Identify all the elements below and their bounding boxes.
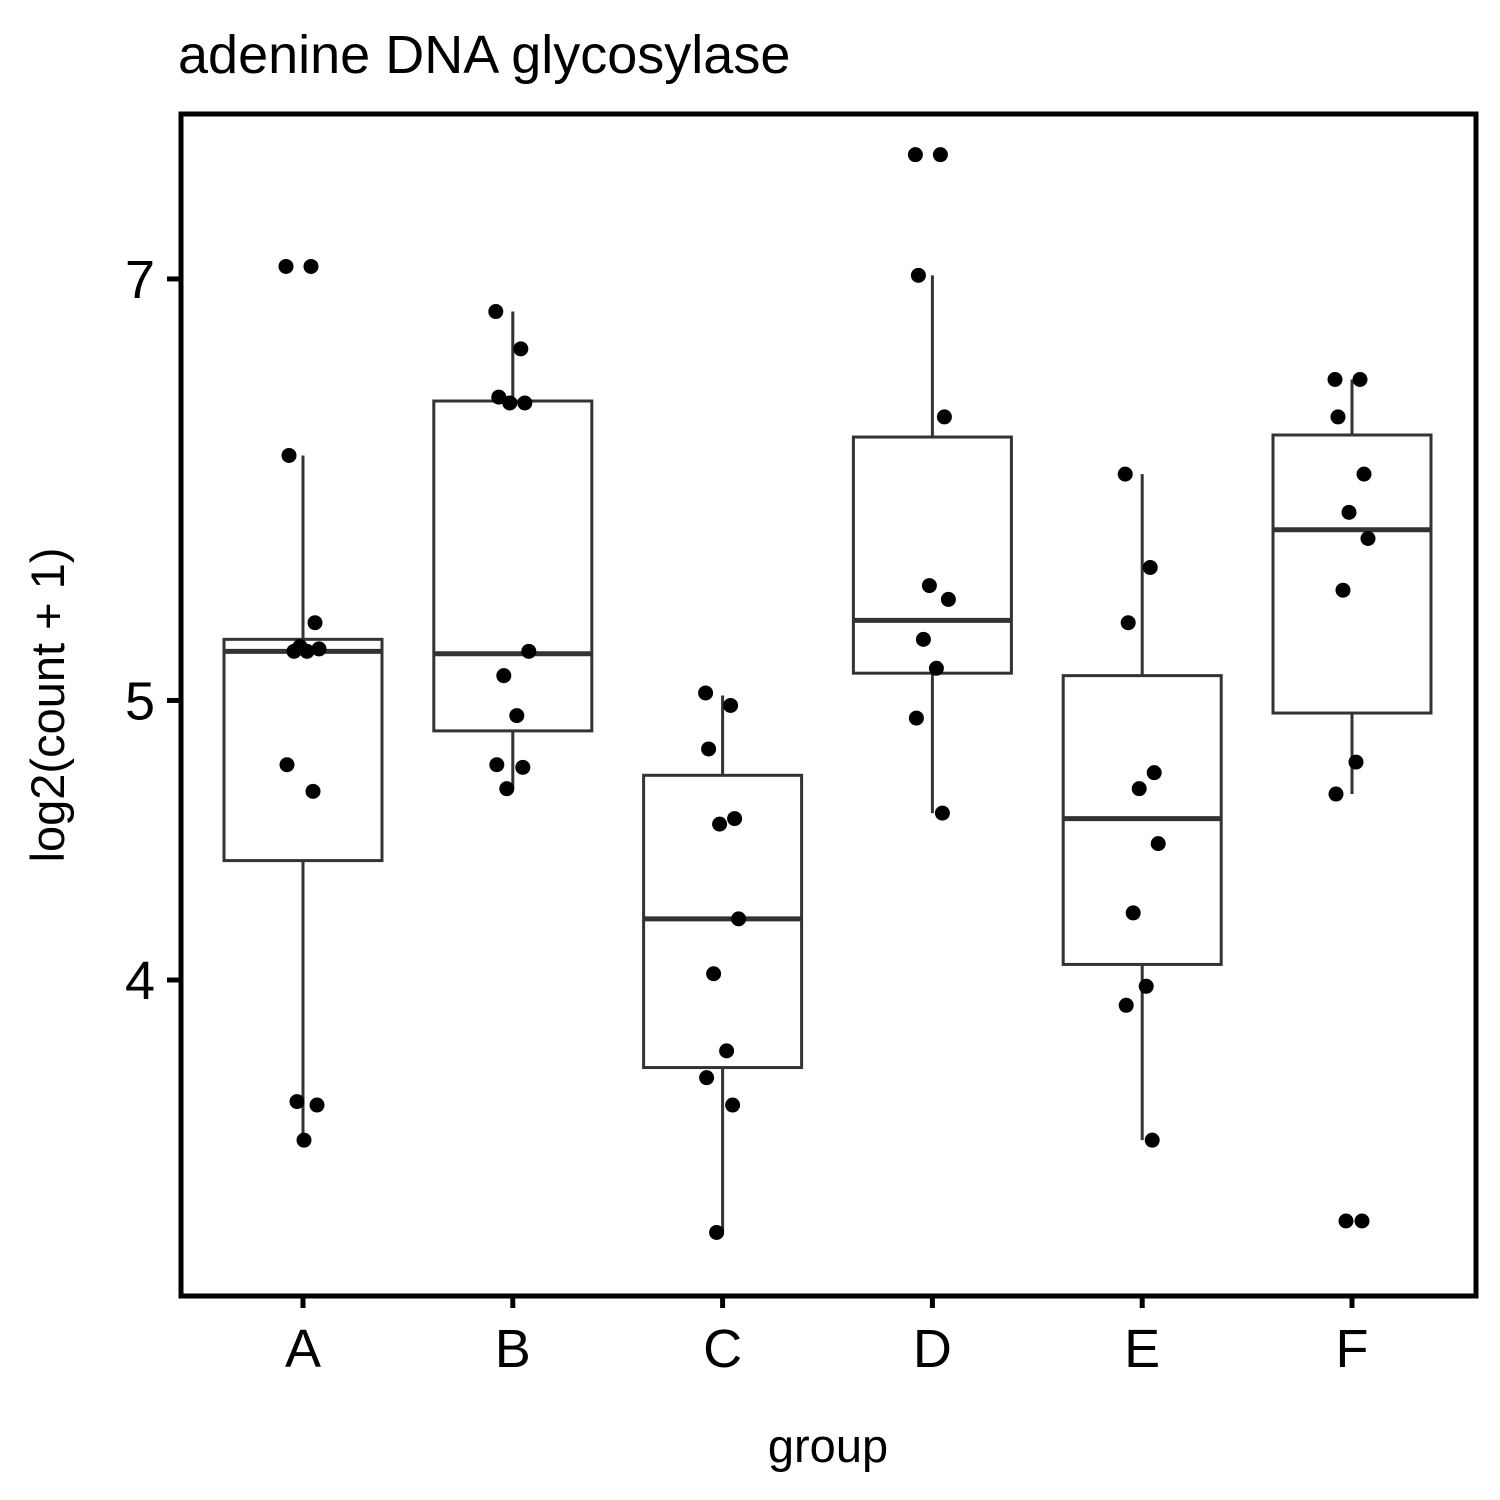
data-point bbox=[305, 783, 321, 799]
data-point bbox=[515, 759, 531, 775]
data-point bbox=[936, 409, 952, 425]
data-point bbox=[1138, 978, 1154, 994]
data-point bbox=[1352, 371, 1368, 387]
data-point bbox=[307, 615, 323, 631]
data-point bbox=[1142, 559, 1158, 575]
x-axis-label: group bbox=[768, 1419, 888, 1472]
data-point bbox=[1348, 754, 1364, 770]
y-tick-label: 7 bbox=[125, 250, 155, 310]
box bbox=[432, 399, 594, 733]
x-tick-label: A bbox=[285, 1319, 321, 1379]
data-point bbox=[1117, 466, 1133, 482]
data-point bbox=[940, 591, 956, 607]
data-point bbox=[932, 147, 948, 163]
box-group-a bbox=[222, 258, 384, 1148]
chart-title: adenine DNA glycosylase bbox=[178, 25, 790, 85]
data-point bbox=[491, 389, 507, 405]
data-point bbox=[701, 741, 717, 757]
data-point bbox=[1120, 615, 1136, 631]
data-point bbox=[296, 1132, 312, 1148]
box bbox=[1271, 433, 1433, 715]
data-point bbox=[289, 1094, 305, 1110]
data-point bbox=[1335, 582, 1351, 598]
box bbox=[222, 637, 384, 863]
y-axis-label: log2(count + 1) bbox=[21, 548, 74, 863]
data-point bbox=[725, 1097, 741, 1113]
data-point bbox=[709, 1224, 725, 1240]
data-point bbox=[509, 708, 525, 724]
data-point bbox=[278, 258, 294, 274]
data-point bbox=[1330, 409, 1346, 425]
x-tick-label: E bbox=[1124, 1319, 1160, 1379]
data-point bbox=[908, 710, 924, 726]
data-point bbox=[723, 697, 739, 713]
box bbox=[851, 435, 1013, 675]
data-point bbox=[1328, 786, 1344, 802]
axes: 4 5 7 A B C D E F bbox=[125, 250, 1369, 1379]
data-point bbox=[311, 641, 327, 657]
data-point bbox=[488, 304, 504, 320]
data-point bbox=[928, 660, 944, 676]
plot-area bbox=[222, 147, 1433, 1240]
box-group-c bbox=[642, 685, 804, 1240]
data-point bbox=[279, 757, 295, 773]
y-tick-label: 5 bbox=[125, 671, 155, 731]
data-point bbox=[699, 1070, 715, 1086]
x-tick-label: F bbox=[1336, 1319, 1369, 1379]
data-point bbox=[706, 966, 722, 982]
data-point bbox=[1341, 504, 1357, 520]
data-point bbox=[299, 643, 315, 659]
data-point bbox=[1338, 1213, 1354, 1229]
data-point bbox=[727, 811, 743, 827]
data-point bbox=[521, 643, 537, 659]
data-point bbox=[1146, 765, 1162, 781]
box-group-d bbox=[851, 147, 1013, 821]
data-point bbox=[1144, 1132, 1160, 1148]
box-group-f bbox=[1271, 371, 1433, 1229]
data-point bbox=[286, 643, 302, 659]
data-point bbox=[502, 395, 518, 411]
data-point bbox=[1327, 371, 1343, 387]
data-point bbox=[1356, 466, 1372, 482]
data-point bbox=[719, 1043, 735, 1059]
data-point bbox=[1131, 781, 1147, 797]
box-group-e bbox=[1061, 466, 1223, 1148]
data-point bbox=[489, 757, 505, 773]
data-point bbox=[1354, 1213, 1370, 1229]
data-point bbox=[921, 578, 937, 594]
y-tick-label: 4 bbox=[125, 951, 155, 1011]
data-point bbox=[915, 631, 931, 647]
data-point bbox=[496, 668, 512, 684]
data-point bbox=[309, 1097, 325, 1113]
x-tick-label: D bbox=[913, 1319, 952, 1379]
x-tick-label: B bbox=[495, 1319, 531, 1379]
x-tick-label: C bbox=[703, 1319, 742, 1379]
data-point bbox=[1118, 997, 1134, 1013]
data-point bbox=[281, 447, 297, 463]
data-point bbox=[698, 685, 714, 701]
data-point bbox=[1360, 531, 1376, 547]
data-point bbox=[1150, 836, 1166, 852]
data-point bbox=[907, 147, 923, 163]
box-group-b bbox=[432, 304, 594, 797]
data-point bbox=[1125, 905, 1141, 921]
data-point bbox=[517, 395, 533, 411]
data-point bbox=[731, 911, 747, 927]
data-point bbox=[513, 341, 529, 357]
data-point bbox=[303, 258, 319, 274]
data-point bbox=[499, 781, 515, 797]
data-point bbox=[910, 267, 926, 283]
panel-border bbox=[178, 111, 1479, 1299]
data-point bbox=[934, 805, 950, 821]
data-point bbox=[712, 816, 728, 832]
